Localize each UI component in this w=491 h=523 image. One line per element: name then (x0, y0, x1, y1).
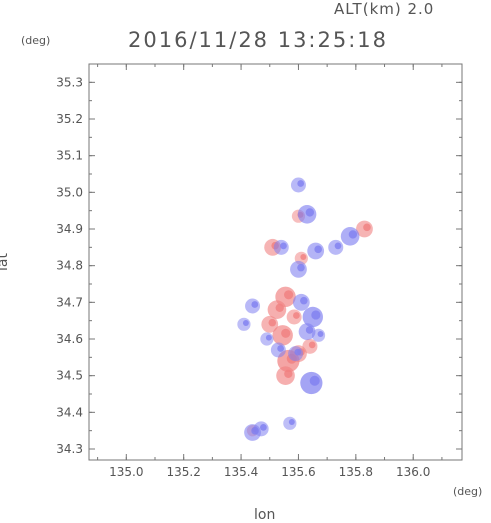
echo-patch-core (293, 312, 300, 319)
x-tick-label: 135.8 (339, 465, 373, 479)
y-tick-label: 34.3 (56, 442, 83, 456)
echo-patch-core (348, 230, 358, 239)
echo-patch-core (300, 254, 307, 260)
y-tick-label: 35.1 (56, 149, 83, 163)
echo-patch-core (288, 419, 295, 425)
y-tick-label: 35.0 (56, 185, 83, 199)
echo-patch-core (260, 423, 267, 431)
echo-patch-core (265, 334, 272, 341)
echo-patch-core (308, 341, 316, 349)
altitude-label: ALT(km) 2.0 (334, 0, 435, 18)
y-tick-label: 35.3 (56, 75, 83, 89)
echo-patch-core (334, 242, 342, 250)
x-axis-label: lon (254, 507, 276, 523)
echo-patch-core (251, 301, 259, 308)
echo-patch-core (309, 375, 320, 386)
x-tick-label: 135.2 (167, 465, 201, 479)
echo-patch-core (297, 263, 305, 272)
echo-patch-core (363, 223, 371, 232)
x-tick-label: 135.4 (224, 465, 258, 479)
x-tick-label: 135.0 (109, 465, 143, 479)
echo-patch-core (300, 296, 308, 305)
y-tick-label: 34.9 (56, 222, 83, 236)
echo-patch-core (275, 303, 284, 312)
y-tick-label: 34.5 (56, 369, 83, 383)
x-axis-unit: (deg) (453, 485, 483, 498)
x-tick-label: 135.6 (281, 465, 315, 479)
x-axis-ticks: 135.0 135.2 135.4 135.6 135.8 136.0 (97, 64, 443, 479)
echo-patch-layer (237, 177, 373, 441)
chart-timestamp-title: 2016/11/28 13:25:18 (128, 28, 389, 52)
y-tick-label: 34.7 (56, 295, 83, 309)
echo-patch-core (284, 290, 294, 300)
y-tick-label: 35.2 (56, 112, 83, 126)
echo-patch-core (297, 180, 305, 187)
echo-patch-core (281, 328, 291, 338)
y-tick-label: 34.4 (56, 405, 83, 419)
y-tick-label: 34.8 (56, 259, 83, 273)
echo-patch-core (311, 310, 321, 320)
echo-patch-core (280, 242, 287, 250)
echo-patch-core (277, 345, 284, 352)
plot-frame (88, 63, 463, 461)
y-axis-ticks: 34.3 34.4 34.5 34.6 34.7 34.8 34.9 35.0 35.1 35.2… (56, 63, 462, 456)
echo-patch-core (317, 331, 324, 337)
x-tick-label: 136.0 (396, 465, 430, 479)
y-tick-label: 34.6 (56, 332, 83, 346)
echo-patch-core (242, 320, 249, 326)
echo-patch-core (314, 245, 322, 254)
echo-patch-core (294, 348, 302, 356)
echo-patch-core (268, 318, 277, 327)
echo-patch-core (305, 326, 314, 334)
echo-patch-core (284, 369, 293, 378)
y-axis-unit: (deg) (21, 34, 51, 47)
echo-patch-core (305, 208, 315, 217)
